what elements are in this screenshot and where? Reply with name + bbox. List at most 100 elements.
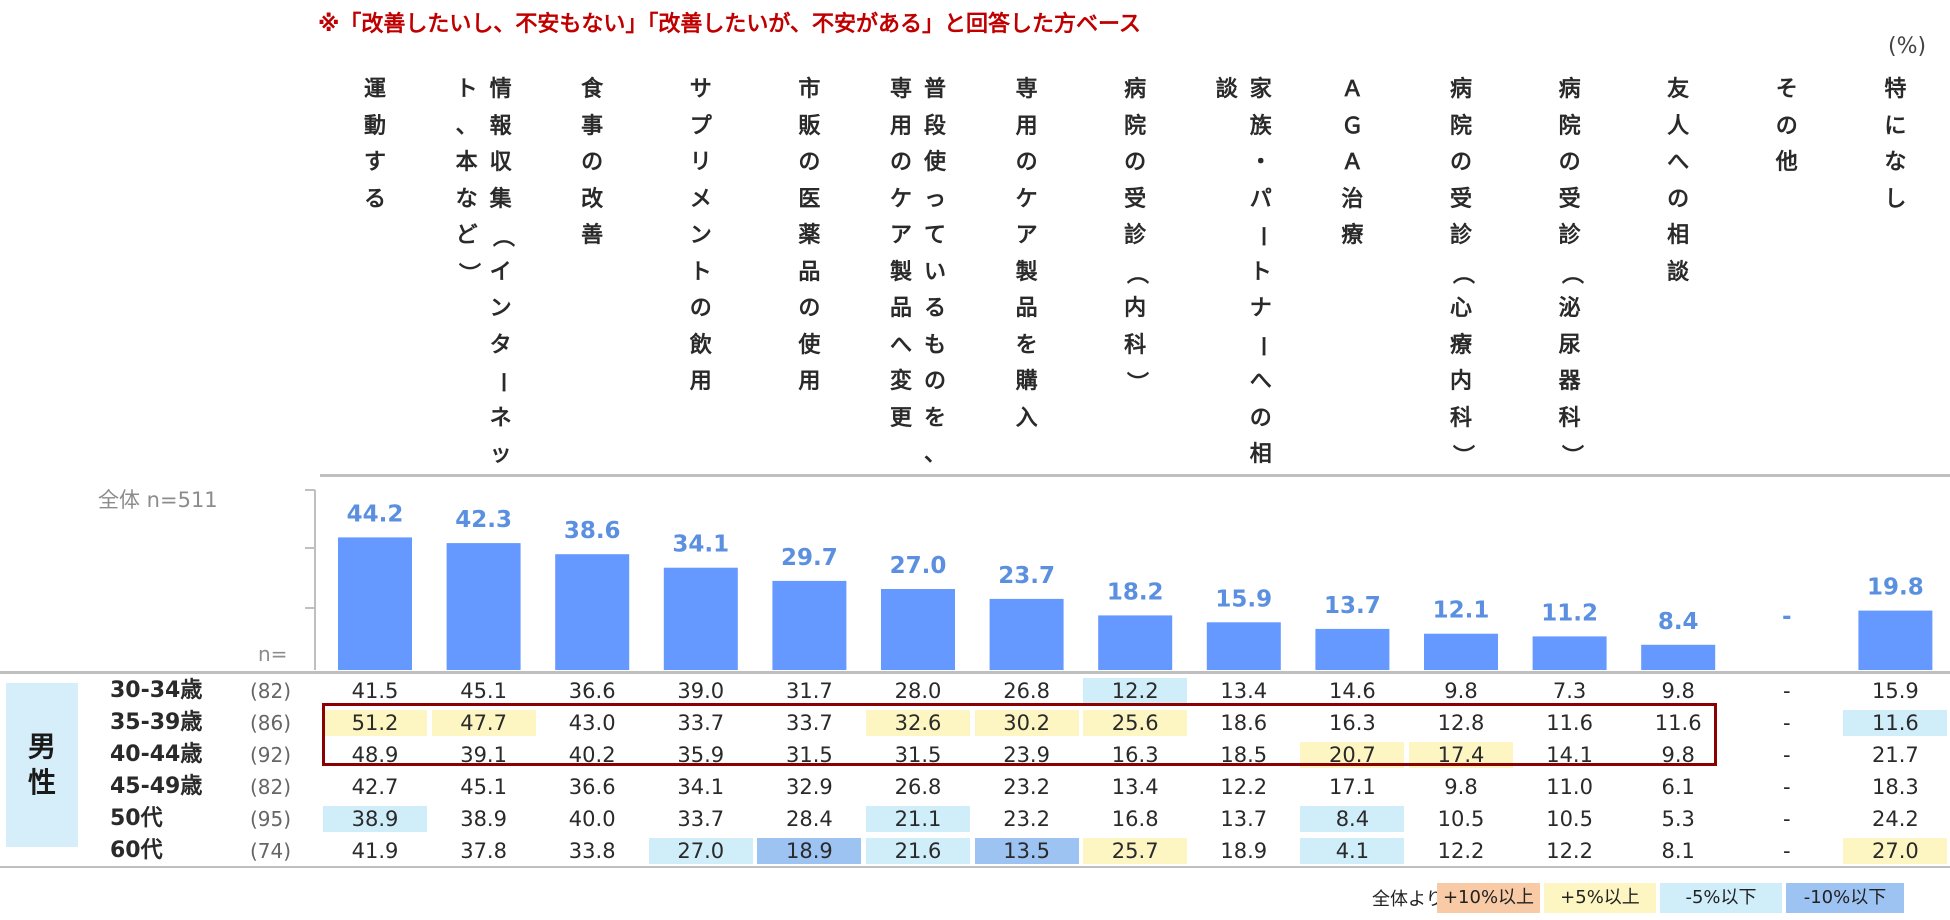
table-cell: 13.7 — [1220, 807, 1268, 831]
table-cell: 38.9 — [323, 806, 427, 832]
table-cell: 8.1 — [1661, 839, 1695, 863]
table-cell: 8.4 — [1300, 806, 1405, 832]
column-header-line: 病院の受診（泌尿器科） — [1557, 77, 1583, 467]
table-cell: 41.5 — [351, 679, 399, 703]
table-cell: - — [1783, 743, 1791, 767]
table-cell: 11.6 — [1843, 710, 1948, 736]
table-cell: 33.7 — [677, 711, 725, 735]
table-cell: 45.1 — [460, 679, 507, 703]
table-cell: - — [1783, 775, 1791, 799]
legend-prefix: 全体より — [1372, 889, 1444, 910]
sample-size: (92) — [250, 743, 292, 767]
bar-value-label: 29.7 — [781, 545, 838, 571]
table-cell: 12.2 — [1546, 839, 1593, 863]
table-cell: 21.6 — [866, 838, 970, 864]
sample-size: (82) — [250, 775, 292, 799]
bar — [663, 567, 738, 670]
column-header: 食事の改善 — [542, 72, 642, 467]
bar — [1858, 610, 1933, 670]
column-header: その他 — [1737, 72, 1837, 467]
bar-value-label: 15.9 — [1215, 586, 1272, 612]
table-row: 45-49歳 (82) 42.7 45.1 36.6 34.1 32.9 26.8 23.2 13… — [0, 771, 1950, 803]
table-cell: 13.4 — [1111, 775, 1159, 799]
column-header-line: 普段使っているものを、 — [923, 77, 946, 467]
column-header-line: 家族・パートナーへの相 — [1249, 77, 1275, 467]
table-cell: 12.2 — [1220, 775, 1268, 799]
column-header: 病院の受診（内科） — [1085, 72, 1185, 467]
column-header-line: 病院の受診（心療内科） — [1449, 77, 1475, 467]
gender-label: 男性 — [6, 683, 78, 847]
table-cell: 9.8 — [1661, 679, 1695, 703]
column-header-line: 運動する — [363, 77, 386, 212]
column-header: 家族・パートナーへの相談 — [1194, 72, 1294, 467]
bar-value-label: - — [1782, 604, 1792, 630]
table-cell: 12.2 — [1083, 678, 1188, 704]
column-header: 市販の医薬品の使用 — [759, 72, 859, 467]
table-cell: 9.8 — [1444, 775, 1478, 799]
table-cell: 36.6 — [568, 775, 616, 799]
age-label: 40-44歳 — [110, 742, 203, 767]
n-label: n= — [258, 642, 288, 666]
bar-value-label: 23.7 — [998, 563, 1055, 589]
bar-value-label: 13.7 — [1324, 593, 1381, 619]
table-cell: - — [1783, 807, 1791, 831]
table-cell: 24.2 — [1872, 807, 1919, 831]
table-cell: 25.7 — [1083, 838, 1188, 864]
age-label: 45-49歳 — [110, 774, 203, 799]
table-cell: 33.8 — [568, 839, 616, 863]
bar-value-label: 11.2 — [1541, 600, 1598, 626]
column-headers: 運動する 情報収集（インターネット、本など） 食事の改善 サプリメントの飲用 市販の医薬… — [363, 72, 1906, 467]
legend-item: -5%以下 — [1660, 883, 1782, 913]
table-cell: 15.9 — [1872, 679, 1919, 703]
chart-baseline — [0, 671, 1950, 674]
table-cell: 32.9 — [786, 775, 833, 799]
table-cell: 11.0 — [1546, 775, 1593, 799]
table-cell: 33.7 — [677, 807, 725, 831]
table-cell: 18.6 — [1220, 711, 1268, 735]
bar — [1206, 622, 1281, 670]
table-cell: 18.3 — [1872, 775, 1919, 799]
table-cell: 21.1 — [866, 806, 970, 832]
bar-chart: 44.2 42.3 38.6 34.1 29.7 27.0 23.7 18.2 15.9 13.7… — [305, 489, 1933, 670]
table-cell: 23.2 — [1003, 775, 1050, 799]
table-cell: 40.0 — [568, 807, 616, 831]
column-header-line: 友人への相談 — [1667, 77, 1690, 285]
table-cell: 13.5 — [974, 838, 1079, 864]
column-header-line: 談 — [1215, 77, 1238, 102]
column-header-line: サプリメントの飲用 — [689, 77, 712, 394]
table-cell: 25.6 — [1083, 710, 1188, 736]
table-cell: 27.0 — [648, 838, 753, 864]
header-divider — [320, 474, 1950, 477]
column-header: 友人への相談 — [1628, 72, 1728, 467]
sample-size: (82) — [250, 679, 292, 703]
sample-size: (74) — [250, 839, 292, 863]
column-header-line: 食事の改善 — [581, 77, 604, 248]
table-bottom-line — [0, 866, 1950, 868]
table-cell: 11.6 — [1546, 711, 1593, 735]
table-cell: 17.1 — [1329, 775, 1376, 799]
table-cell: 34.1 — [677, 775, 725, 799]
column-header-line: 専用のケア製品へ変更 — [889, 77, 912, 431]
bar — [1532, 636, 1607, 670]
bar — [555, 554, 630, 670]
table-cell: 10.5 — [1546, 807, 1593, 831]
gender-char: 性 — [27, 766, 56, 799]
bar — [1098, 615, 1173, 670]
table-cell: 28.0 — [894, 679, 942, 703]
column-header-line: 病院の受診（内科） — [1123, 77, 1149, 394]
table-cell: 16.3 — [1329, 711, 1376, 735]
table-row: 50代 (95) 38.9 38.9 40.0 33.7 28.4 21.1 23.2 16.8 1… — [0, 803, 1950, 835]
gender-char: 男 — [27, 730, 56, 763]
table-row: 60代 (74) 41.9 37.8 33.8 27.0 18.9 21.6 13.5 25.7 1… — [0, 835, 1950, 867]
column-header-line: ト、本など） — [454, 77, 480, 284]
sample-size: (86) — [250, 711, 292, 735]
highlight-box — [322, 703, 1717, 766]
bar-value-label: 18.2 — [1107, 579, 1164, 605]
age-label: 50代 — [110, 806, 163, 831]
table-cell: 9.8 — [1444, 679, 1478, 703]
table-cell: 12.2 — [1437, 839, 1485, 863]
bar — [989, 598, 1064, 670]
base-note: ※「改善したいし、不安もない」「改善したいが、不安がある」と回答した方ベース — [318, 12, 1141, 37]
bar — [1424, 633, 1498, 670]
table-cell: 21.7 — [1872, 743, 1919, 767]
